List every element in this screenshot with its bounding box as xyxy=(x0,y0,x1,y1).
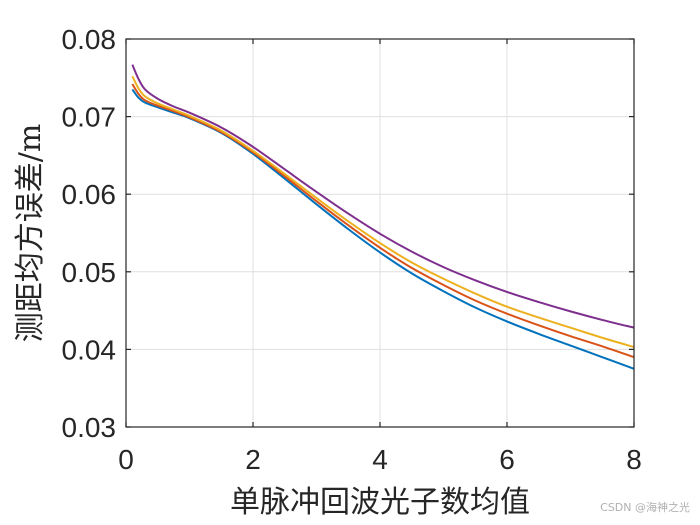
y-tick-label: 0.05 xyxy=(62,257,117,288)
x-tick-label: 4 xyxy=(372,444,388,475)
series-line-series-2 xyxy=(131,83,635,359)
y-tick-label: 0.08 xyxy=(62,24,117,55)
y-tick-label: 0.04 xyxy=(62,334,117,365)
x-tick-label: 8 xyxy=(626,444,642,475)
series-line-series-1 xyxy=(131,88,635,370)
axis-ticks xyxy=(125,38,635,428)
series-line-series-4 xyxy=(131,64,635,329)
watermark: CSDN @海神之光 xyxy=(600,501,690,514)
series-line-series-3 xyxy=(131,75,635,349)
y-tick-label: 0.07 xyxy=(62,102,117,133)
y-tick-label: 0.06 xyxy=(62,179,117,210)
x-axis-title: 单脉冲回波光子数均值 xyxy=(230,485,530,520)
x-tick-label: 2 xyxy=(245,444,261,475)
x-tick-label: 6 xyxy=(499,444,515,475)
x-tick-labels: 0 2 4 6 8 xyxy=(118,444,642,475)
y-tick-label: 0.03 xyxy=(62,412,117,443)
y-tick-labels: 0.03 0.04 0.05 0.06 0.07 0.08 xyxy=(62,24,117,443)
data-series xyxy=(131,64,635,370)
y-axis-title: 测距均方误差/m xyxy=(13,124,48,343)
x-tick-label: 0 xyxy=(118,444,134,475)
